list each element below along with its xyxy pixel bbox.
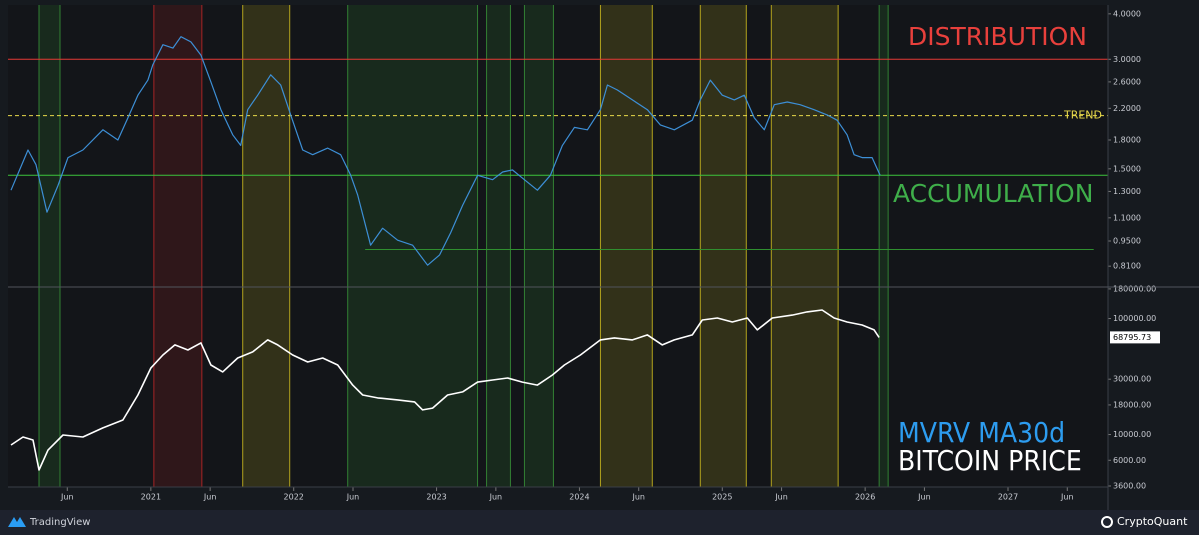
footer-bar bbox=[0, 510, 1199, 535]
zone bbox=[153, 5, 202, 487]
zone bbox=[242, 5, 290, 487]
x-tick-label: Jun bbox=[1060, 493, 1074, 502]
plot-area bbox=[8, 5, 1108, 487]
y-tick-label: 1.1000 bbox=[1113, 213, 1141, 222]
zone bbox=[700, 5, 747, 487]
y-tick-label: 3.0000 bbox=[1113, 55, 1141, 64]
zones bbox=[38, 5, 889, 487]
series-line bbox=[10, 36, 881, 266]
zone bbox=[39, 5, 60, 487]
annotation: DISTRIBUTION bbox=[908, 22, 1087, 51]
x-tick-label: Jun bbox=[203, 493, 217, 502]
level-label: TREND bbox=[1063, 109, 1102, 122]
x-tick-label: Jun bbox=[346, 493, 360, 502]
y-tick-label: 180000.00 bbox=[1113, 284, 1156, 293]
tradingview-logo[interactable]: TradingView bbox=[8, 517, 90, 528]
footer-text: TradingView bbox=[29, 517, 90, 528]
y-tick-label: 30000.00 bbox=[1113, 375, 1151, 384]
x-tick-label: Jun bbox=[489, 493, 503, 502]
y-tick-label: 10000.00 bbox=[1113, 430, 1151, 439]
y-tick-label: 3600.00 bbox=[1113, 482, 1146, 491]
price-tag bbox=[1110, 331, 1160, 344]
y-tick-label: 0.9500 bbox=[1113, 236, 1141, 245]
series: 68795.73 bbox=[10, 36, 1160, 471]
x-tick-label: Jun bbox=[60, 493, 74, 502]
zone bbox=[600, 5, 653, 487]
x-tick-label: 2023 bbox=[426, 493, 446, 502]
x-tick-label: 2022 bbox=[284, 493, 304, 502]
y-tick-label: 2.2000 bbox=[1113, 104, 1141, 113]
legend-text: MVRV MA30d bbox=[898, 416, 1065, 449]
y-tick-label: 0.8100 bbox=[1113, 262, 1141, 271]
footer-text: CryptoQuant bbox=[1117, 515, 1188, 528]
y-tick-label: 1.3000 bbox=[1113, 187, 1141, 196]
logo-icon bbox=[1101, 516, 1113, 528]
axes: 4.0000 3.0000 2.6000 2.2000 1.8000 1.5000 1.30… bbox=[8, 9, 1156, 502]
price-tag-label: 68795.73 bbox=[1113, 333, 1151, 342]
x-tick-label: 2027 bbox=[998, 493, 1018, 502]
zone bbox=[879, 5, 889, 487]
annotation: ACCUMULATION bbox=[893, 179, 1093, 208]
legend-text: BITCOIN PRICE bbox=[898, 444, 1082, 477]
x-tick-label: 2021 bbox=[141, 493, 161, 502]
y-tick-label: 1.5000 bbox=[1113, 164, 1141, 173]
y-tick-label: 18000.00 bbox=[1113, 400, 1151, 409]
zone bbox=[771, 5, 839, 487]
zone bbox=[524, 5, 554, 487]
logo-icon bbox=[8, 517, 26, 527]
y-tick-label: 6000.00 bbox=[1113, 456, 1146, 465]
y-tick-label: 100000.00 bbox=[1113, 314, 1156, 323]
y-tick-label: 1.8000 bbox=[1113, 136, 1141, 145]
x-tick-label: 2025 bbox=[712, 493, 732, 502]
y-tick-label: 2.6000 bbox=[1113, 77, 1141, 86]
x-tick-label: 2026 bbox=[855, 493, 875, 502]
cryptoquant-logo[interactable]: CryptoQuant bbox=[1101, 515, 1188, 528]
x-tick-label: Jun bbox=[774, 493, 788, 502]
x-tick-label: Jun bbox=[917, 493, 931, 502]
x-tick-label: 2024 bbox=[569, 493, 589, 502]
y-tick-label: 4.0000 bbox=[1113, 9, 1141, 18]
series-line bbox=[10, 309, 880, 471]
x-tick-label: Jun bbox=[631, 493, 645, 502]
zone bbox=[486, 5, 511, 487]
